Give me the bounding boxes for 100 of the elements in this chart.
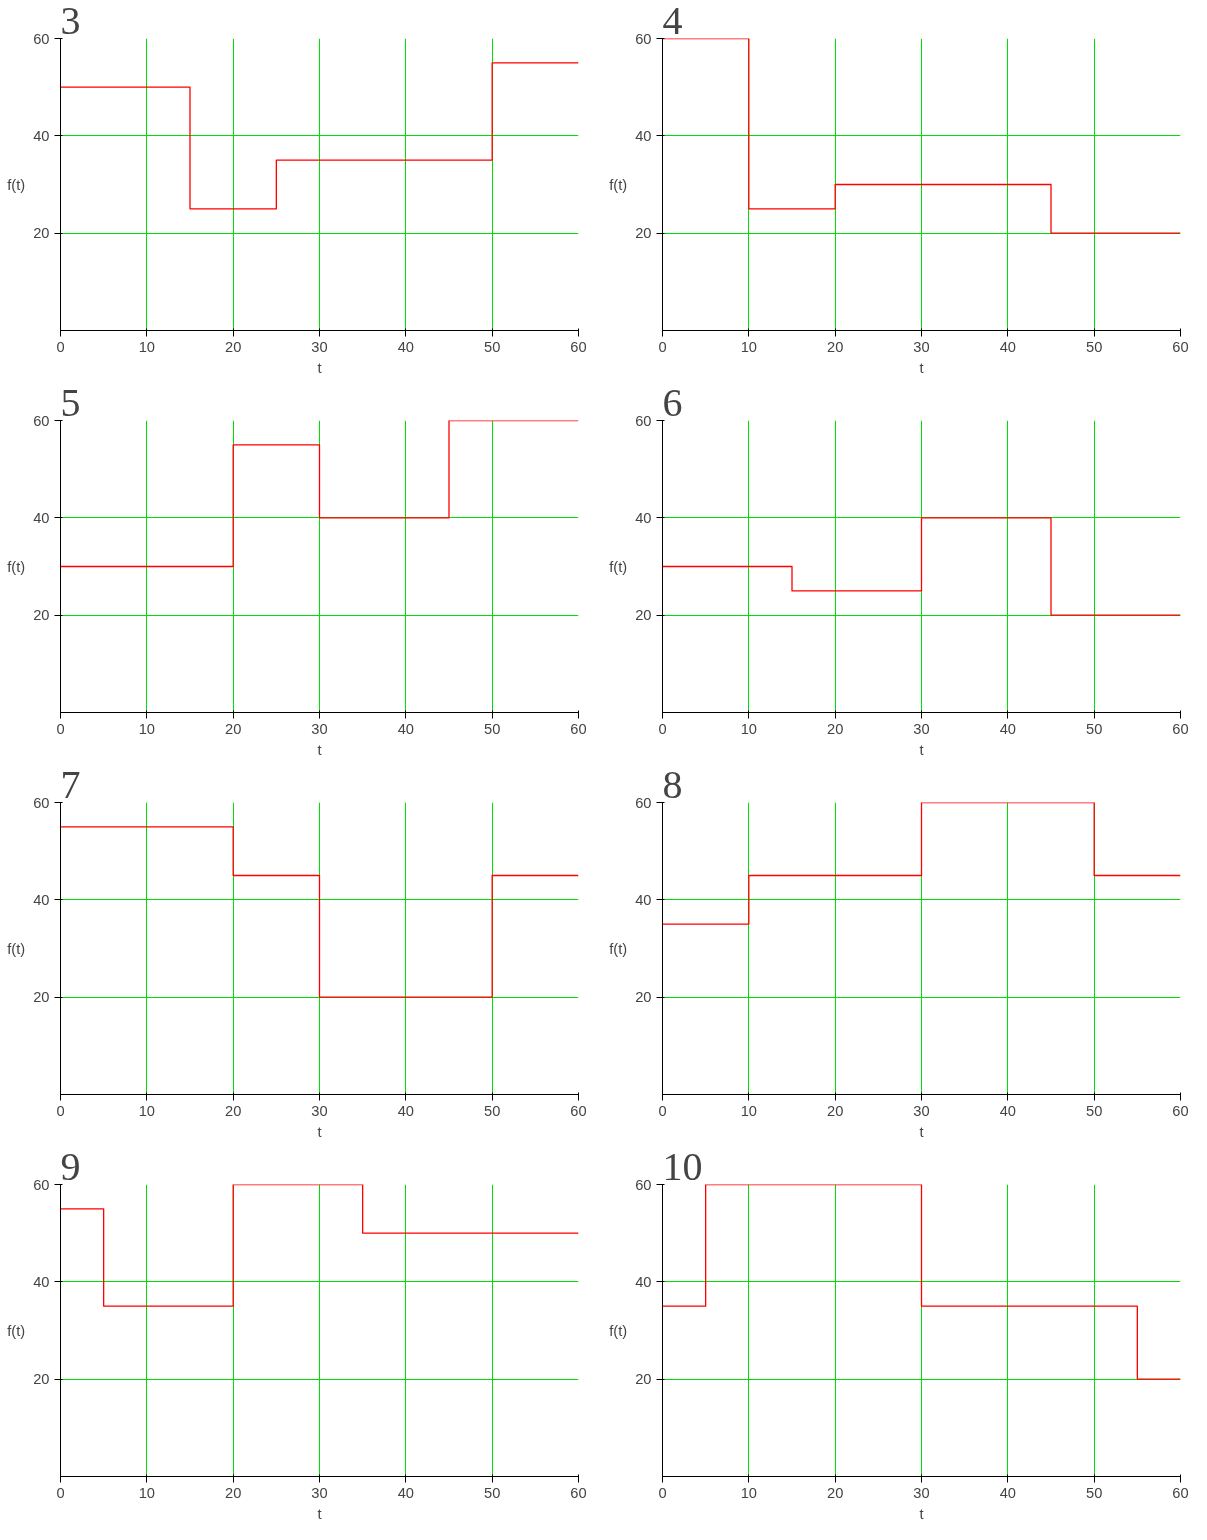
y-tick-label: 40 bbox=[635, 509, 652, 526]
x-tick-label: 60 bbox=[1172, 338, 1189, 355]
x-tick-label: 40 bbox=[999, 338, 1016, 355]
y-tick-label: 20 bbox=[33, 1371, 50, 1388]
y-tick-label: 40 bbox=[635, 1273, 652, 1290]
y-tick-label: 60 bbox=[635, 794, 652, 811]
x-tick-label: 40 bbox=[999, 1102, 1016, 1119]
x-tick-label: 60 bbox=[570, 1102, 587, 1119]
y-tick-label: 60 bbox=[635, 1176, 652, 1193]
x-tick-label: 20 bbox=[225, 720, 242, 737]
chart-title: 5 bbox=[60, 379, 81, 425]
x-tick-label: 20 bbox=[827, 1102, 844, 1119]
x-tick-label: 60 bbox=[1172, 1102, 1189, 1119]
x-tick-label: 40 bbox=[397, 720, 414, 737]
x-tick-label: 20 bbox=[225, 338, 242, 355]
x-tick-label: 30 bbox=[913, 1484, 930, 1501]
x-tick-label: 10 bbox=[740, 1484, 757, 1501]
x-axis-title: t bbox=[919, 741, 924, 758]
x-tick-label: 30 bbox=[913, 338, 930, 355]
x-tick-label: 60 bbox=[570, 720, 587, 737]
x-tick-label: 30 bbox=[311, 1484, 328, 1501]
y-tick-label: 60 bbox=[33, 412, 50, 429]
x-tick-label: 10 bbox=[138, 1484, 155, 1501]
x-tick-label: 40 bbox=[999, 720, 1016, 737]
x-tick-label: 60 bbox=[1172, 720, 1189, 737]
x-tick-label: 0 bbox=[658, 720, 667, 737]
y-tick-label: 20 bbox=[33, 607, 50, 624]
x-tick-label: 20 bbox=[827, 338, 844, 355]
x-tick-label: 10 bbox=[740, 1102, 757, 1119]
x-tick-label: 30 bbox=[311, 338, 328, 355]
x-tick-label: 20 bbox=[225, 1484, 242, 1501]
chart-title: 3 bbox=[60, 0, 81, 43]
y-tick-label: 40 bbox=[635, 127, 652, 144]
x-tick-label: 0 bbox=[56, 338, 65, 355]
y-axis-title: f(t) bbox=[609, 558, 628, 575]
x-tick-label: 50 bbox=[484, 1484, 501, 1501]
y-tick-label: 20 bbox=[635, 607, 652, 624]
x-tick-label: 0 bbox=[658, 1484, 667, 1501]
x-tick-label: 50 bbox=[484, 720, 501, 737]
y-tick-label: 60 bbox=[33, 1176, 50, 1193]
y-axis-title: f(t) bbox=[7, 1322, 26, 1339]
y-tick-label: 40 bbox=[33, 891, 50, 908]
y-tick-label: 40 bbox=[33, 127, 50, 144]
x-tick-label: 0 bbox=[56, 1102, 65, 1119]
x-tick-label: 60 bbox=[1172, 1484, 1189, 1501]
y-axis-title: f(t) bbox=[7, 940, 26, 957]
x-axis-title: t bbox=[317, 359, 322, 376]
y-axis-title: f(t) bbox=[7, 558, 26, 575]
x-tick-label: 30 bbox=[311, 720, 328, 737]
x-axis-title: t bbox=[919, 359, 924, 376]
x-axis-title: t bbox=[317, 1123, 322, 1140]
x-axis-title: t bbox=[919, 1505, 924, 1522]
chart-title: 8 bbox=[662, 761, 683, 807]
x-tick-label: 40 bbox=[397, 1102, 414, 1119]
x-tick-label: 30 bbox=[913, 720, 930, 737]
y-tick-label: 40 bbox=[33, 1273, 50, 1290]
y-axis-title: f(t) bbox=[609, 1322, 628, 1339]
chart-title: 7 bbox=[60, 761, 81, 807]
x-tick-label: 20 bbox=[225, 1102, 242, 1119]
x-tick-label: 30 bbox=[913, 1102, 930, 1119]
y-tick-label: 40 bbox=[635, 891, 652, 908]
x-tick-label: 20 bbox=[827, 720, 844, 737]
x-tick-label: 50 bbox=[1086, 720, 1103, 737]
y-tick-label: 60 bbox=[635, 412, 652, 429]
y-tick-label: 60 bbox=[635, 30, 652, 47]
y-tick-label: 20 bbox=[635, 989, 652, 1006]
x-tick-label: 0 bbox=[56, 1484, 65, 1501]
x-tick-label: 50 bbox=[484, 338, 501, 355]
x-tick-label: 50 bbox=[1086, 1484, 1103, 1501]
y-tick-label: 40 bbox=[33, 509, 50, 526]
x-tick-label: 50 bbox=[1086, 1102, 1103, 1119]
y-tick-label: 60 bbox=[33, 30, 50, 47]
chart-title: 9 bbox=[60, 1143, 81, 1189]
y-tick-label: 20 bbox=[635, 1371, 652, 1388]
y-axis-title: f(t) bbox=[609, 176, 628, 193]
x-tick-label: 30 bbox=[311, 1102, 328, 1119]
x-tick-label: 0 bbox=[56, 720, 65, 737]
x-tick-label: 50 bbox=[484, 1102, 501, 1119]
x-tick-label: 40 bbox=[397, 1484, 414, 1501]
x-tick-label: 60 bbox=[570, 338, 587, 355]
x-tick-label: 50 bbox=[1086, 338, 1103, 355]
y-axis-title: f(t) bbox=[609, 940, 628, 957]
chart-title: 10 bbox=[662, 1143, 703, 1189]
x-axis-title: t bbox=[317, 741, 322, 758]
x-axis-title: t bbox=[317, 1505, 322, 1522]
x-tick-label: 60 bbox=[570, 1484, 587, 1501]
y-tick-label: 20 bbox=[33, 989, 50, 1006]
chart-title: 6 bbox=[662, 379, 683, 425]
y-tick-label: 20 bbox=[33, 225, 50, 242]
x-tick-label: 40 bbox=[999, 1484, 1016, 1501]
x-tick-label: 40 bbox=[397, 338, 414, 355]
x-tick-label: 20 bbox=[827, 1484, 844, 1501]
x-tick-label: 0 bbox=[658, 338, 667, 355]
x-tick-label: 10 bbox=[740, 720, 757, 737]
y-tick-label: 60 bbox=[33, 794, 50, 811]
chart-title: 4 bbox=[662, 0, 683, 43]
x-tick-label: 0 bbox=[658, 1102, 667, 1119]
x-tick-label: 10 bbox=[138, 338, 155, 355]
x-axis-title: t bbox=[919, 1123, 924, 1140]
y-axis-title: f(t) bbox=[7, 176, 26, 193]
